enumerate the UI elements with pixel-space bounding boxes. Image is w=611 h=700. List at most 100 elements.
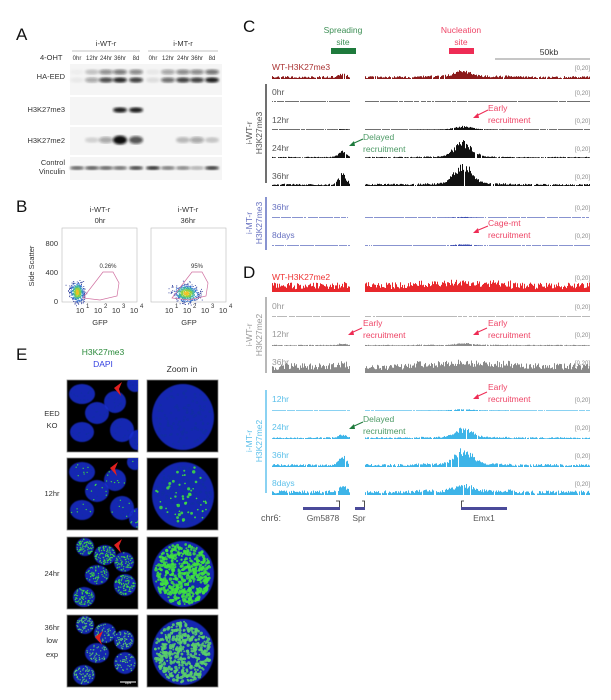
h3k27me3-focus [113,632,115,634]
dapi-speckle [70,509,73,511]
h3k27me3-focus [201,565,205,570]
facs-event [178,293,180,295]
signal-bar [486,76,487,79]
signal-bar [434,157,435,158]
signal-bar [472,151,473,158]
facs-event [189,297,191,299]
h3k27me3-focus [137,456,138,457]
row-label-h3k27me2: H3K27me2 [27,136,65,145]
lane-label: 0hr [149,56,158,62]
dapi-speckle [88,466,91,469]
facs-event [65,284,67,286]
signal-bar [577,129,578,130]
dapi-speckle [172,396,176,400]
signal-bar [383,101,384,102]
signal-bar [341,75,342,79]
h3k27me3-focus [90,576,92,578]
facs-event [73,289,75,291]
signal-bar [305,157,306,158]
h3k27me3-focus [180,571,184,575]
signal-bar [537,129,538,130]
h3k27me3-focus [126,661,129,663]
facs-event [178,289,180,291]
h3k27me3-focus [175,584,179,588]
h3k27me3-focus [188,637,192,640]
facs-event [172,286,174,288]
signal-bar [537,78,538,79]
h3k27me3-focus [168,481,172,485]
signal-bar [308,76,309,79]
facs-event [74,294,76,296]
signal-bar [405,101,406,102]
signal-bar [548,76,549,79]
facs-event [184,288,186,290]
facs-event [77,286,79,288]
facs-event [191,299,193,301]
h3k27me3-focus [82,679,84,681]
facs-event [78,296,79,298]
facs-event [182,299,184,301]
facs-event [181,286,182,288]
h3k27me3-focus [109,547,112,549]
facs-event [191,291,193,292]
h3k27me3-focus [107,630,110,632]
signal-bar [558,78,559,79]
facs-event [182,286,184,288]
facs-event [183,303,185,305]
facs-event [187,300,189,302]
dapi-speckle [174,417,178,420]
dapi-speckle [118,498,120,500]
signal-bar [384,77,385,79]
dapi-speckle [169,500,173,503]
signal-bar [536,101,537,102]
h3k27me3-focus [78,544,80,546]
dapi-speckle [177,556,181,560]
dapi-speckle [82,552,85,554]
dapi-speckle [129,381,132,384]
h3k27me3-focus [140,460,141,461]
h3k27me3-focus [107,633,110,635]
facs-event [186,295,188,297]
signal-bar [407,78,408,79]
facs-event [79,288,81,290]
signal-bar [471,127,472,130]
h3k27me3-focus [94,580,96,583]
facs-event [79,294,81,296]
signal-bar [490,101,491,102]
facs-event [184,292,186,294]
h3k27me3-focus [187,574,190,576]
signal-bar [428,76,429,79]
facs-event [195,287,197,289]
dapi-speckle [120,483,122,486]
signal-bar [407,157,408,158]
signal-bar [398,129,399,130]
signal-bar [430,101,431,102]
h3k27me3-focus [82,603,84,605]
dapi-speckle [198,410,201,414]
dapi-speckle [84,593,86,595]
signal-bar [304,157,305,158]
facs-event [185,297,187,299]
h3k27me3-focus [174,565,177,568]
dapi-speckle [186,404,190,407]
h3k27me3-focus [183,633,188,638]
signal-bar [284,78,285,79]
signal-bar [569,101,570,102]
blot-band [146,69,160,75]
signal-bar [462,141,463,158]
signal-bar [412,129,413,130]
dapi-speckle [129,667,131,670]
dapi-speckle [167,424,171,427]
signal-bar [436,129,437,130]
signal-bar [455,127,456,130]
dapi-speckle [190,502,193,505]
signal-bar [373,157,374,158]
h3k27me3-focus [122,568,125,570]
h3k27me3-focus [88,553,90,555]
signal-bar [482,129,483,130]
facs-event [190,287,191,288]
signal-bar [389,157,390,158]
signal-bar [368,129,369,130]
h3k27me3-focus [90,592,93,594]
facs-event [187,294,189,296]
